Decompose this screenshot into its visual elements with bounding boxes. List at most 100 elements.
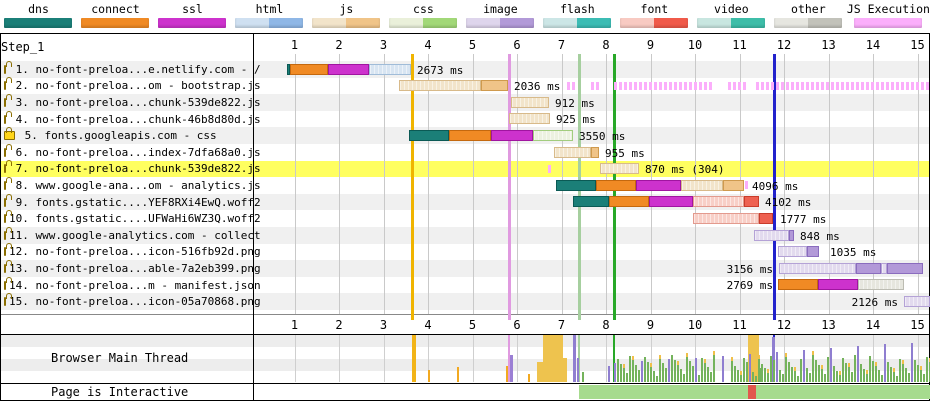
request-url-1[interactable]: 1. no-font-preloa...e.netlify.com - / [1, 60, 261, 78]
request-url-8[interactable]: 8. www.google-ana...om - analytics.js [1, 176, 261, 194]
segment-ssl[interactable] [818, 279, 858, 291]
lock-icon [4, 259, 12, 273]
segment-js-dark[interactable] [723, 179, 744, 191]
segment-connect[interactable] [596, 179, 636, 191]
segment-dns[interactable] [556, 179, 596, 191]
request-row-3[interactable] [1, 94, 929, 111]
segment-js-light[interactable] [399, 80, 481, 92]
request-url-4[interactable]: 4. no-font-preloa...chunk-46b8d80d.js [1, 110, 261, 128]
legend-item-label: font [640, 2, 669, 16]
lock-icon [4, 243, 12, 257]
main-thread-activity [839, 375, 841, 382]
segment-js-dark[interactable] [591, 146, 599, 158]
segment-connect[interactable] [778, 279, 818, 291]
grid-line [339, 335, 340, 382]
axis-tick-label: 5 [468, 318, 477, 332]
request-url-15[interactable]: 15. no-font-preloa...icon-05a70868.png [1, 293, 261, 310]
main-thread-activity [428, 370, 430, 382]
segment-connect[interactable] [290, 63, 328, 75]
legend-item-label: image [483, 2, 518, 16]
request-url-5[interactable]: 5. fonts.googleapis.com - css [1, 127, 251, 144]
request-url-label: 7. no-font-preloa...chunk-539de822.js [9, 162, 261, 176]
lock-icon [4, 60, 12, 74]
main-thread-activity [812, 355, 814, 382]
segment-img-light[interactable] [754, 229, 789, 241]
lock-icon [4, 293, 12, 307]
segment-dns[interactable] [573, 196, 609, 208]
main-thread-activity [749, 353, 751, 382]
segment-img-dark[interactable] [856, 262, 881, 274]
segment-js-dark[interactable] [481, 80, 508, 92]
grid-line [784, 54, 785, 314]
request-row-15[interactable] [1, 293, 929, 310]
segment-connect[interactable] [449, 130, 491, 141]
request-url-3[interactable]: 3. no-font-preloa...chunk-539de822.js [1, 93, 261, 111]
axis-tick-label: 12 [776, 38, 792, 52]
segment-font-dark[interactable] [744, 196, 759, 208]
request-time-label: 2673 ms [417, 63, 464, 77]
segment-js-light[interactable] [600, 163, 639, 175]
segment-js-light[interactable] [509, 113, 550, 125]
axis-tick-label: 4 [424, 318, 432, 332]
segment-ssl[interactable] [491, 130, 533, 141]
segment-oth-light[interactable] [858, 279, 904, 291]
request-url-2[interactable]: 2. no-font-preloa...om - bootstrap.js [1, 77, 261, 95]
main-thread-activity [848, 367, 850, 382]
segment-ssl[interactable] [328, 63, 369, 75]
legend-item-label: ssl [182, 2, 203, 16]
segment-img-light[interactable] [779, 262, 856, 274]
segment-js-light[interactable] [511, 96, 549, 108]
main-thread-activity [629, 355, 631, 382]
request-url-9[interactable]: 9. fonts.gstatic....YEF8RXi4EwQ.woff2 [1, 193, 261, 211]
segment-html-light[interactable] [369, 63, 411, 75]
request-url-12[interactable]: 12. no-font-preloa...icon-516fb92d.png [1, 243, 261, 261]
main-thread-activity [731, 356, 733, 361]
main-thread-activity [528, 374, 530, 382]
segment-css-light[interactable] [533, 130, 573, 141]
segment-font-light[interactable] [693, 196, 744, 208]
request-url-10[interactable]: 10. fonts.gstatic....UFWaHi6WZ3Q.woff2 [1, 210, 261, 227]
legend-item-label: other [791, 2, 826, 16]
request-time-label: 955 ms [605, 146, 645, 160]
request-url-label: 13. no-font-preloa...able-7a2eb399.png [9, 261, 261, 275]
request-row-11[interactable] [1, 227, 929, 244]
lock-icon [4, 193, 12, 207]
main-thread-activity [608, 365, 610, 382]
request-url-13[interactable]: 13. no-font-preloa...able-7a2eb399.png [1, 259, 261, 277]
main-thread-activity [644, 357, 646, 382]
segment-img-dark[interactable] [887, 262, 923, 274]
grid-line [828, 54, 830, 314]
browser-main-thread-band[interactable] [1, 334, 930, 382]
request-url-7[interactable]: 7. no-font-preloa...chunk-539de822.js [1, 160, 261, 178]
main-thread-activity [785, 353, 787, 358]
segment-img-light[interactable] [881, 262, 887, 274]
segment-connect[interactable] [609, 196, 649, 208]
segment-img-light[interactable] [778, 246, 807, 258]
main-thread-activity [695, 357, 697, 382]
request-url-14[interactable]: 14. no-font-preloa...m - manifest.json [1, 276, 261, 294]
request-row-13[interactable] [1, 260, 929, 277]
request-time-label: 870 ms (304) [645, 163, 725, 177]
request-row-1[interactable] [1, 61, 929, 78]
main-thread-activity [722, 355, 724, 382]
segment-js-light[interactable] [681, 179, 723, 191]
segment-js-light[interactable] [554, 146, 591, 158]
lock-icon [4, 160, 12, 174]
column-divider [253, 34, 254, 400]
request-url-11[interactable]: 11. www.google-analytics.com - collect [1, 226, 261, 244]
grid-line [917, 335, 919, 382]
request-url-6[interactable]: 6. no-font-preloa...index-7dfa68a0.js [1, 143, 261, 161]
segment-font-dark[interactable] [759, 213, 773, 224]
segment-dns[interactable] [409, 130, 449, 141]
main-thread-activity [662, 363, 664, 382]
lock-icon [4, 176, 12, 190]
segment-ssl[interactable] [649, 196, 693, 208]
grid-line [428, 54, 429, 314]
segment-dns[interactable] [287, 63, 290, 75]
segment-img-light[interactable] [904, 296, 930, 307]
segment-img-dark[interactable] [789, 229, 794, 241]
segment-img-dark[interactable] [807, 246, 819, 258]
segment-ssl[interactable] [636, 179, 681, 191]
segment-font-light[interactable] [693, 213, 759, 224]
request-row-7[interactable] [1, 160, 929, 178]
